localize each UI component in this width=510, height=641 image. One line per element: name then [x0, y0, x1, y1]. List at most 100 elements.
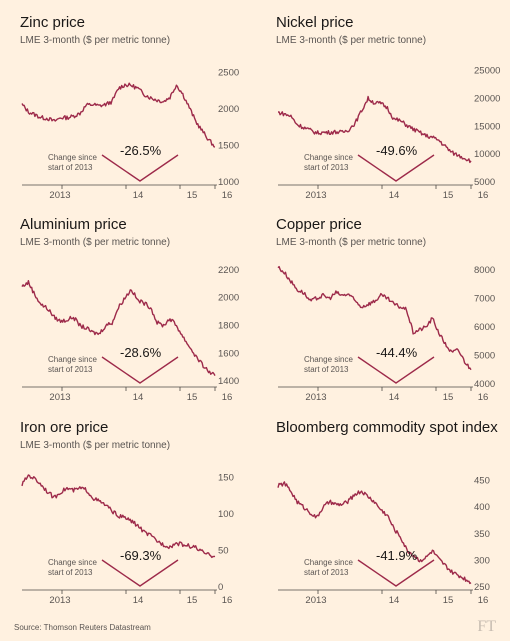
- change-marker: [357, 356, 435, 384]
- chart-title: Copper price: [276, 216, 362, 233]
- change-value: -44.4%: [376, 345, 418, 360]
- change-since-label: start of 2013: [48, 163, 93, 172]
- y-tick-label: 5000: [474, 350, 495, 361]
- x-tick-label: 15: [443, 190, 454, 201]
- y-tick-label: 1500: [218, 140, 239, 151]
- chart-svg: Zinc price LME 3-month ($ per metric tonn…: [20, 14, 239, 201]
- x-tick-label: 16: [222, 392, 233, 403]
- series-line: [21, 82, 216, 148]
- x-tick-label: 15: [187, 392, 198, 403]
- chart-svg: Nickel price LME 3-month ($ per metric to…: [276, 14, 500, 201]
- chart-panel: Bloomberg commodity spot index 250 300 350 4…: [268, 415, 510, 620]
- x-tick-label: 2013: [49, 595, 70, 606]
- change-since-label: Change since: [304, 153, 353, 162]
- change-value: -49.6%: [376, 143, 418, 158]
- series-line: [21, 474, 216, 559]
- y-tick-label: 400: [474, 502, 490, 513]
- chart-title: Zinc price: [20, 14, 85, 31]
- change-value: -28.6%: [120, 345, 162, 360]
- y-tick-label: 2000: [218, 104, 239, 115]
- x-tick-label: 14: [389, 595, 400, 606]
- x-tick-label: 2013: [305, 595, 326, 606]
- series-line: [277, 265, 472, 371]
- y-tick-label: 25000: [474, 66, 500, 77]
- series-line: [21, 280, 216, 376]
- change-since-label: start of 2013: [48, 365, 93, 374]
- x-tick-label: 15: [443, 595, 454, 606]
- chart-title: Bloomberg commodity spot index: [276, 419, 498, 436]
- y-tick-label: 1400: [218, 376, 239, 387]
- y-tick-label: 6000: [474, 322, 495, 333]
- x-tick-label: 2013: [305, 190, 326, 201]
- y-tick-label: 1800: [218, 321, 239, 332]
- y-tick-label: 2500: [218, 67, 239, 78]
- y-tick-label: 1000: [218, 177, 239, 188]
- chart-subtitle: LME 3-month ($ per metric tonne): [20, 35, 170, 46]
- change-since-label: Change since: [304, 558, 353, 567]
- change-since-label: Change since: [48, 153, 97, 162]
- y-tick-label: 15000: [474, 121, 500, 132]
- y-tick-label: 350: [474, 529, 490, 540]
- change-value: -41.9%: [376, 548, 418, 563]
- chart-subtitle: LME 3-month ($ per metric tonne): [20, 237, 170, 248]
- x-tick-label: 16: [478, 595, 489, 606]
- series-line: [277, 481, 472, 585]
- y-tick-label: 2000: [218, 293, 239, 304]
- y-tick-label: 50: [218, 545, 229, 556]
- y-tick-label: 2200: [218, 265, 239, 276]
- y-tick-label: 0: [218, 582, 223, 593]
- chart-title: Nickel price: [276, 14, 354, 31]
- change-marker: [357, 559, 435, 587]
- change-value: -69.3%: [120, 548, 162, 563]
- y-tick-label: 150: [218, 472, 234, 483]
- y-tick-label: 300: [474, 555, 490, 566]
- chart-title: Aluminium price: [20, 216, 127, 233]
- change-since-label: start of 2013: [304, 365, 349, 374]
- chart-panel: Copper price LME 3-month ($ per metric to…: [268, 212, 510, 417]
- x-tick-label: 2013: [305, 392, 326, 403]
- x-tick-label: 2013: [49, 190, 70, 201]
- x-tick-label: 16: [478, 392, 489, 403]
- y-tick-label: 7000: [474, 293, 495, 304]
- x-tick-label: 14: [133, 595, 144, 606]
- x-tick-label: 16: [478, 190, 489, 201]
- y-tick-label: 5000: [474, 177, 495, 188]
- change-marker: [101, 559, 179, 587]
- x-tick-label: 16: [222, 190, 233, 201]
- x-tick-label: 2013: [49, 392, 70, 403]
- change-value: -26.5%: [120, 143, 162, 158]
- chart-svg: Bloomberg commodity spot index 250 300 350 4…: [276, 419, 498, 606]
- chart-subtitle: LME 3-month ($ per metric tonne): [276, 237, 426, 248]
- y-tick-label: 250: [474, 582, 490, 593]
- change-marker: [101, 356, 179, 384]
- y-tick-label: 100: [218, 509, 234, 520]
- chart-panel: Iron ore price LME 3-month ($ per metric …: [12, 415, 257, 620]
- change-since-label: Change since: [48, 558, 97, 567]
- change-since-label: Change since: [48, 355, 97, 364]
- x-tick-label: 15: [443, 392, 454, 403]
- change-since-label: start of 2013: [304, 568, 349, 577]
- x-tick-label: 14: [389, 392, 400, 403]
- series-line: [278, 95, 472, 164]
- chart-panel: Aluminium price LME 3-month ($ per metric…: [12, 212, 257, 417]
- y-tick-label: 450: [474, 476, 490, 487]
- y-tick-label: 10000: [474, 149, 500, 160]
- chart-subtitle: LME 3-month ($ per metric tonne): [276, 35, 426, 46]
- x-tick-label: 14: [389, 190, 400, 201]
- y-tick-label: 8000: [474, 265, 495, 276]
- chart-panel: Nickel price LME 3-month ($ per metric to…: [268, 10, 510, 215]
- change-marker: [101, 154, 179, 182]
- chart-panel: Zinc price LME 3-month ($ per metric tonn…: [12, 10, 257, 215]
- chart-svg: Iron ore price LME 3-month ($ per metric …: [20, 419, 234, 606]
- x-tick-label: 14: [133, 392, 144, 403]
- x-tick-label: 15: [187, 190, 198, 201]
- chart-grid: Zinc price LME 3-month ($ per metric tonn…: [12, 10, 510, 620]
- chart-svg: Aluminium price LME 3-month ($ per metric…: [20, 216, 239, 403]
- chart-title: Iron ore price: [20, 419, 108, 436]
- ft-logo: FT: [477, 618, 496, 635]
- chart-subtitle: LME 3-month ($ per metric tonne): [20, 440, 170, 451]
- change-marker: [357, 154, 435, 182]
- change-since-label: start of 2013: [304, 163, 349, 172]
- x-tick-label: 14: [133, 190, 144, 201]
- y-tick-label: 1600: [218, 348, 239, 359]
